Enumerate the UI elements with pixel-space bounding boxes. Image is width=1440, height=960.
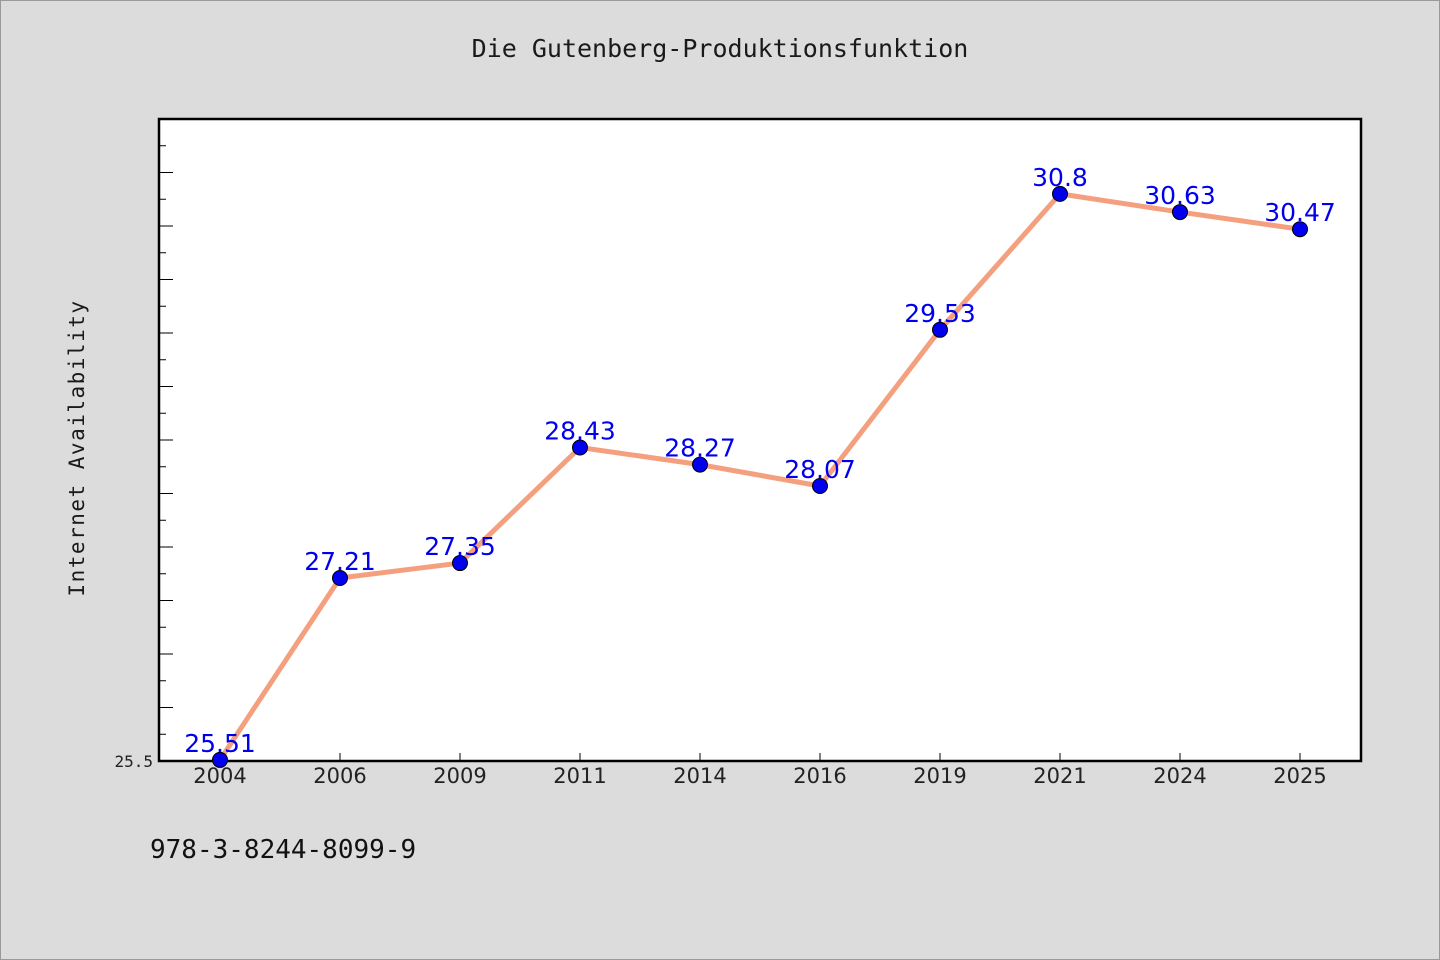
chart-title: Die Gutenberg-Produktionsfunktion: [471, 34, 969, 63]
data-label: 30.47: [1264, 198, 1336, 227]
data-label: 29.53: [904, 299, 976, 328]
data-label: 28.43: [544, 416, 616, 445]
data-point: [212, 751, 228, 768]
data-label: 30.63: [1144, 181, 1216, 210]
data-label: 25.51: [184, 729, 256, 758]
x-tick-label: 2025: [1273, 764, 1326, 788]
data-point: [332, 570, 348, 587]
data-point: [1172, 204, 1188, 221]
isbn-code: 978-3-8244-8099-9: [150, 835, 417, 865]
data-label: 28.27: [664, 434, 736, 463]
data-point: [1292, 221, 1308, 238]
x-tick-label: 2011: [553, 764, 606, 788]
y-axis-ticks: 25.5: [114, 118, 173, 771]
data-point: [812, 478, 828, 495]
x-tick-label: 2014: [673, 764, 726, 788]
data-label: 27.35: [424, 532, 496, 561]
x-tick-label: 2016: [793, 764, 846, 788]
data-point: [1052, 185, 1068, 202]
x-tick-label: 2006: [313, 764, 366, 788]
x-tick-label: 2019: [913, 764, 966, 788]
y-tick-label: 25.5: [114, 752, 153, 771]
data-point: [572, 439, 588, 456]
x-axis-ticks: 2004 2006 2009 2011 2014 2016 2019 2021 2024 2025: [193, 753, 1327, 788]
data-label: 30.8: [1032, 163, 1088, 192]
data-label: 27.21: [304, 547, 376, 576]
x-tick-label: 2009: [433, 764, 486, 788]
data-point: [452, 555, 468, 572]
x-tick-label: 2004: [193, 764, 246, 788]
data-label: 28.07: [784, 455, 856, 484]
series-line: [217, 191, 1303, 763]
data-point: [932, 321, 948, 338]
series-group: 25.51 27.21 27.35 28.43 28.27 28.07 29.53 30.8 3…: [184, 163, 1336, 768]
x-tick-label: 2024: [1153, 764, 1206, 788]
plot-area: [157, 117, 1363, 763]
x-tick-label: 2021: [1033, 764, 1086, 788]
data-point: [692, 456, 708, 473]
